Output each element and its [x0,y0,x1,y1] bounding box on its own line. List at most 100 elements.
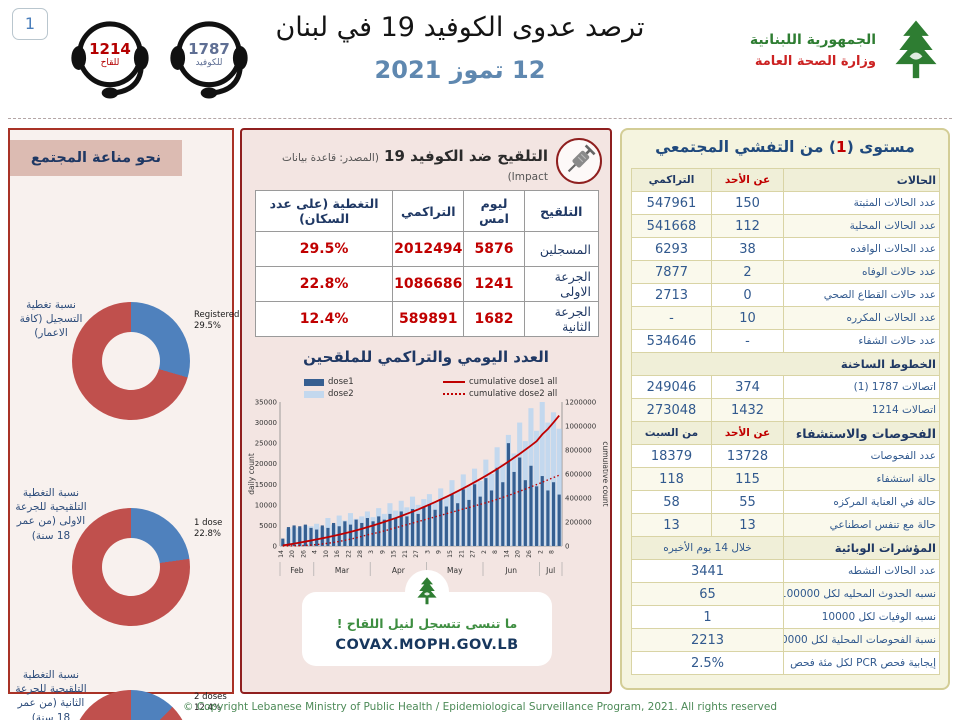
cedar-badge [405,570,449,614]
outbreak-row: اتصالات 1787 (1) 374 249046 [631,375,940,399]
stat-label: عدد الحالات النشطه [783,559,940,583]
svg-text:26: 26 [300,550,307,558]
donut-2doses-label-ar: نسبة التغطية التلقيحية للجرعة الثانية (م… [15,669,87,720]
stat-label: المؤشرات الوبائية [783,536,940,560]
stat-value: 58 [631,490,712,514]
vaccination-title: التلقيح ضد الكوفيد 19 (المصدر: قاعدة بيا… [250,146,548,184]
svg-text:15: 15 [391,550,398,558]
donut-series-name: 1 dose [194,518,223,528]
svg-text:14: 14 [278,550,285,558]
outbreak-row: عدد الحالات الوافده 38 6293 [631,237,940,261]
ministry-name-ar: الجمهورية اللبنانية [749,32,876,48]
vacc-value: 12.4% [254,301,394,337]
svg-text:15: 15 [447,550,454,558]
stat-value: 65 [631,582,784,606]
vacc-col-header: التلقيح [523,190,600,232]
stat-value: 13728 [711,444,784,468]
stat-label: عن الأحد [711,421,784,445]
svg-text:1000000: 1000000 [565,423,596,431]
vacc-row-label: الجرعة الاولى [523,266,600,302]
vacc-value: 589891 [392,301,465,337]
report-date: 12 تموز 2021 [374,56,546,84]
stat-value: 55 [711,490,784,514]
stat-label: نسبه الحدوث المحليه لكل 100000 [783,582,940,606]
vaccine-hotline: 1214 للقاح [64,10,156,106]
outbreak-row: عدد الحالات المثبتة 150 547961 [631,191,940,215]
svg-text:0: 0 [273,543,277,551]
svg-text:Apr: Apr [392,566,406,575]
svg-text:May: May [447,566,463,575]
legend-swatch [443,393,465,395]
headset-icon [170,21,248,99]
vacc-value: 5876 [463,231,525,267]
stat-value: 2.5% [631,651,784,675]
svg-text:5000: 5000 [259,522,277,530]
svg-text:daily count: daily count [247,453,256,495]
headset-icon [71,21,149,99]
outbreak-stats-body: الحالات عن الأحد التراكمي عدد الحالات المثب… [631,168,940,675]
vaccination-table-body: المسجلين 5876 2012494 29.5% الجرعة الاولى 124… [254,231,600,337]
svg-text:8: 8 [492,550,499,554]
stat-label: عدد حالات الوفاه [783,260,940,284]
legend-item: dose1 [304,376,425,388]
immunity-panel-title: نحو مناعة المجتمع [10,140,182,176]
outbreak-row: عدد الحالات النشطه 3441 [631,559,940,583]
donut-1dose-label-en: 1 dose 22.8% [194,518,240,540]
svg-text:10000: 10000 [255,501,277,509]
svg-text:4: 4 [312,550,319,554]
vacc-row: الجرعة الاولى 1241 1086686 22.8% [254,266,600,302]
stat-label: الفحوصات والاستشفاء [783,421,940,445]
svg-text:800000: 800000 [565,447,592,455]
chart-legend: dose1 cumulative dose1 all dose2 cumulative… [304,376,564,400]
svg-text:21: 21 [402,550,409,558]
svg-text:2: 2 [537,550,544,554]
outbreak-row: حالة استشفاء 115 118 [631,467,940,491]
stat-label: الحالات [783,168,940,192]
outbreak-row: نسبه الحدوث المحليه لكل 100000 65 [631,582,940,606]
stat-value: 13 [711,513,784,537]
immunity-panel: نحو مناعة المجتمع نسبة تغطية التسجيل (كا… [8,128,239,720]
outbreak-row: حالة مع تنفس اصطناعي 13 13 [631,513,940,537]
daily-cumulative-chart: 0 5000 10000 15000 20000 25000 30000 35000 0 2000… [247,399,608,576]
outbreak-title: مستوى (1) من التفشي المجتمعي [622,138,948,156]
syringe-icon [567,144,596,173]
donut-hole [102,332,160,390]
svg-text:3: 3 [425,550,432,554]
stat-value: 38 [711,237,784,261]
stat-label: عدد الحالات الوافده [783,237,940,261]
outbreak-level: 1 [835,138,847,156]
stat-label: عن الأحد [711,168,784,192]
stat-label: عدد الفحوصات [783,444,940,468]
covax-url[interactable]: COVAX.MOPH.GOV.LB [335,637,519,653]
svg-text:30000: 30000 [255,419,277,427]
outbreak-stats-table: الحالات عن الأحد التراكمي عدد الحالات المثب… [631,168,940,675]
vacc-value: 2012494 [392,231,465,267]
svg-text:1200000: 1200000 [565,399,596,407]
donut-series-name: 2 doses [194,692,227,702]
ministry-dept-ar: وزارة الصحة العامة [754,54,876,69]
stat-value: 1 [631,605,784,629]
legend-item: dose2 [304,388,425,400]
outbreak-row: حالة في العناية المركزه 55 58 [631,490,940,514]
stat-label: عدد الحالات المكرره [783,306,940,330]
outbreak-row: عدد الحالات المكرره 10- [631,306,940,330]
stat-value: 2213 [631,628,784,652]
legend-swatch [443,381,465,383]
stat-label: حالة في العناية المركزه [783,490,940,514]
svg-text:2: 2 [481,550,488,554]
svg-text:25000: 25000 [255,440,277,448]
vacc-value: 29.5% [254,231,394,267]
stat-value: 3441 [631,559,784,583]
stat-value: 2713 [631,283,712,307]
vacc-row: الجرعة الثانية 1682 589891 12.4% [254,301,600,337]
stat-value: 7877 [631,260,712,284]
cedar-logo-icon [895,20,937,79]
svg-text:10: 10 [323,550,330,558]
stat-label: من السبت [631,421,712,445]
stat-label: التراكمي [631,168,712,192]
stat-label: حالة استشفاء [783,467,940,491]
legend-label: cumulative dose1 all [469,377,558,387]
outbreak-row: إيجابية فحص PCR لكل مئة فحص 2.5% [631,651,940,675]
svg-text:22: 22 [346,550,353,558]
